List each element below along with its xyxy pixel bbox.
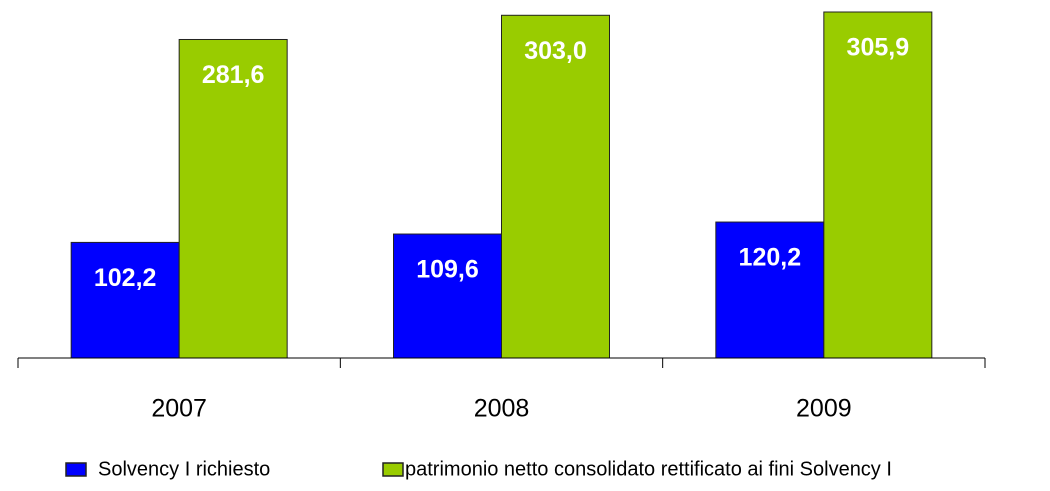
x-tick-label: 2008: [474, 395, 530, 423]
value-label: 305,9: [847, 34, 910, 62]
bar: [501, 14, 610, 359]
value-label: 281,6: [202, 61, 265, 89]
legend-label: patrimonio netto consolidato rettificato…: [405, 458, 892, 480]
value-label: 102,2: [94, 264, 157, 292]
value-label: 109,6: [416, 256, 479, 284]
bar: [178, 38, 288, 359]
legend-swatch: [65, 462, 87, 477]
bar: [70, 241, 180, 359]
bar: [823, 11, 933, 359]
legend-swatch: [382, 462, 404, 477]
legend-label: Solvency I richiesto: [98, 458, 270, 480]
value-label: 120,2: [739, 244, 802, 272]
x-tick-label: 2007: [151, 395, 207, 423]
bar: [715, 221, 825, 359]
x-tick-label: 2009: [796, 395, 852, 423]
bar: [393, 233, 502, 359]
value-label: 303,0: [524, 37, 587, 65]
